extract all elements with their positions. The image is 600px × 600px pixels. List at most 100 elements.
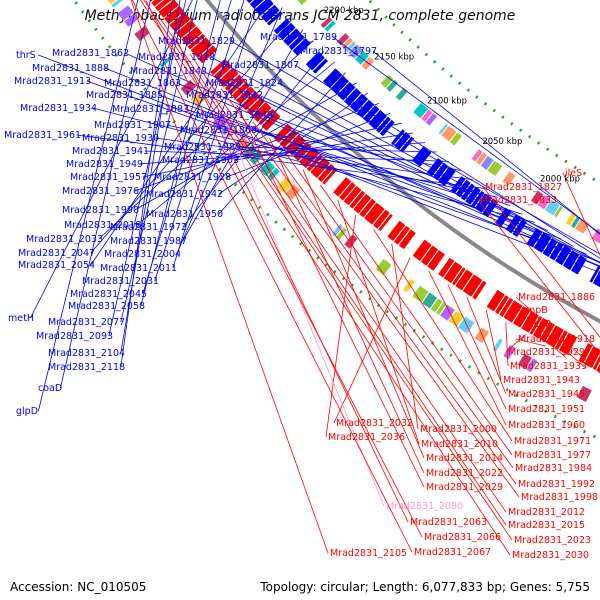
gene-label-reverse: Mrad2831_2014 (426, 453, 503, 464)
feature-block (375, 258, 392, 276)
label-connector (428, 271, 507, 426)
feature-block (259, 160, 276, 177)
gene-label-reverse: Mrad2831_2029 (426, 482, 503, 493)
feature-block (312, 58, 328, 74)
gene-label-reverse: Mrad2831_2030 (512, 550, 589, 561)
feature-block (349, 93, 369, 113)
feature-block (472, 280, 487, 300)
gene-label-forward: Mrad2831_1889 (164, 142, 241, 153)
feature-block (134, 26, 150, 42)
label-connector (38, 0, 139, 412)
feature-block (592, 354, 600, 370)
feature-block (412, 239, 432, 262)
label-connector (220, 88, 520, 498)
label-lines-layer (30, 0, 600, 556)
gene-label-forward: Mrad2831_2016 (64, 220, 141, 231)
gene-label-reverse: Mrad2831_2063 (410, 517, 487, 528)
feature-block (393, 225, 411, 245)
gene-label-reverse: Mrad2831_1833 (480, 195, 557, 206)
gene-label-forward: Mrad2831_1903 (162, 155, 239, 166)
feature-block (565, 212, 577, 226)
gene-label-forward: Mrad2831_2031 (82, 276, 159, 287)
feature-block (499, 297, 514, 317)
gene-label-reverse: Mrad2831_1943 (503, 375, 580, 386)
feature-block (277, 22, 296, 41)
label-connector (268, 114, 511, 207)
feature-block (521, 311, 539, 333)
feature-block (251, 101, 272, 123)
feature-block (512, 306, 531, 328)
gene-label-reverse: ileS (565, 168, 582, 179)
feature-block (345, 41, 356, 53)
label-connector (143, 0, 513, 541)
feature-block (596, 363, 600, 373)
feature-block (364, 202, 385, 225)
gene-label-forward: Mrad2831_2054 (18, 260, 95, 271)
feature-block (220, 122, 234, 136)
label-connector (145, 0, 423, 538)
gene-label-reverse: Mrad2831_1971 (514, 436, 591, 447)
gene-label-forward: Mrad2831_1950 (146, 209, 223, 220)
label-connector (108, 0, 187, 337)
gene-label-forward: Mrad2831_1797 (300, 46, 377, 57)
feature-block (487, 160, 503, 177)
feature-block (544, 199, 560, 216)
gene-label-forward: Mrad2831_1849 (196, 110, 273, 121)
feature-block (426, 158, 444, 177)
gene-label-reverse: Mrad2831_2015 (508, 520, 585, 531)
label-connector (172, 0, 258, 269)
gene-label-forward: Mrad2831_1868 (180, 125, 257, 136)
label-connector (142, 0, 232, 295)
gene-label-forward: Mrad2831_1976 (62, 186, 139, 197)
feature-block (537, 195, 551, 210)
feature-block (187, 33, 206, 50)
feature-block (413, 102, 429, 119)
feature-block (517, 353, 533, 370)
feature-block (421, 109, 433, 122)
feature-block (236, 86, 255, 105)
gene-label-reverse: Mrad2831_1886 (518, 292, 595, 303)
feature-block (198, 45, 218, 64)
feature-block (368, 109, 388, 130)
label-connector (269, 137, 425, 474)
gene-label-forward: Mrad2831_1842 (186, 90, 263, 101)
feature-block (249, 0, 264, 9)
feature-block (436, 302, 447, 315)
feature-block (503, 344, 516, 360)
label-connector (515, 338, 546, 347)
gene-label-reverse: Mrad2831_1984 (515, 463, 592, 474)
gene-label-reverse: Mrad2831_2010 (421, 439, 498, 450)
feature-block (486, 289, 505, 312)
gene-label-reverse: Mrad2831_2080 (386, 501, 463, 512)
feature-block (494, 295, 509, 315)
feature-block (480, 155, 494, 170)
feature-block (589, 265, 600, 283)
feature-block (359, 198, 376, 218)
gene-label-reverse: Mrad2831_1918 (518, 334, 595, 345)
accession-text: Accession: NC_010505 (10, 580, 147, 594)
label-connector (252, 121, 517, 485)
feature-block (361, 56, 375, 70)
feature-block (330, 75, 349, 95)
label-connector (466, 297, 507, 395)
feature-block (190, 37, 213, 58)
gene-label-reverse: Mrad2831_2105 (330, 548, 407, 559)
gene-label-reverse: Mrad2831_1945 (508, 389, 585, 400)
gene-label-forward: Mrad2831_2058 (68, 301, 145, 312)
feature-block (539, 321, 555, 343)
feature-block (443, 261, 463, 284)
feature-block (422, 292, 438, 309)
feature-block (285, 184, 301, 200)
gene-label-reverse: Mrad2831_2036 (328, 432, 405, 443)
gene-label-forward: Mrad2831_2104 (48, 348, 125, 359)
label-connector (131, 0, 413, 553)
gene-label-forward: Mrad2831_1949 (66, 159, 143, 170)
feature-block (343, 185, 362, 206)
label-connector (205, 71, 385, 507)
feature-block (343, 88, 362, 107)
feature-block (570, 215, 581, 229)
gene-label-reverse: Mrad2831_2000 (420, 424, 497, 435)
feature-block (531, 190, 544, 205)
feature-block (476, 152, 487, 165)
feature-block (592, 270, 600, 288)
